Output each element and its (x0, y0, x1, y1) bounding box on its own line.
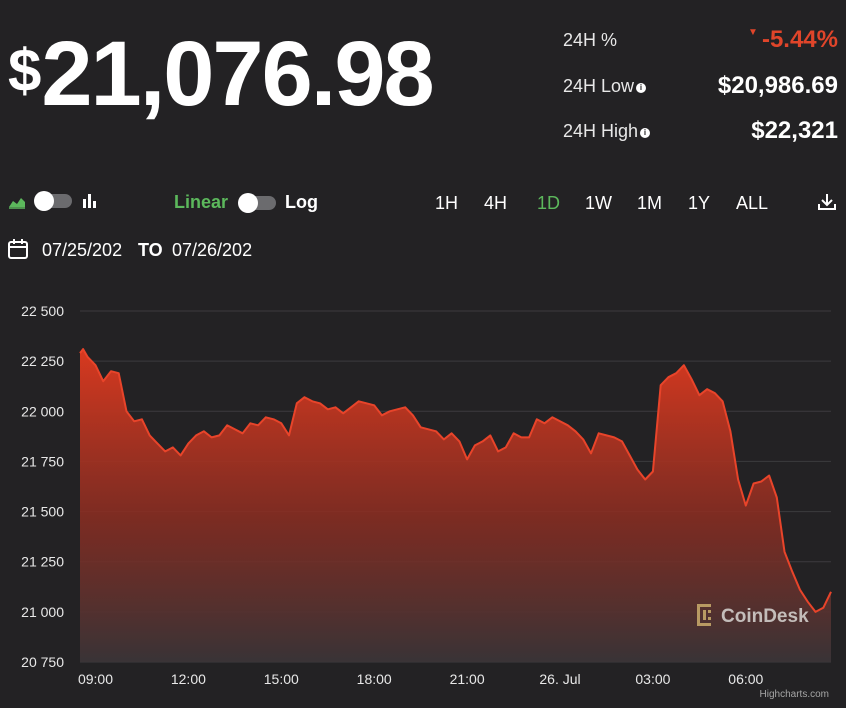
x-axis: 09:00 12:00 15:00 18:00 21:00 26. Jul 03:00 06:… (78, 671, 764, 687)
x-tick-label: 09:00 (78, 671, 113, 687)
stat-24h-high-value: $22,321 (751, 117, 838, 144)
x-tick-label: 03:00 (635, 671, 670, 687)
stat-24h-change-label: 24H % (563, 30, 618, 50)
date-from-input[interactable]: 07/25/202 (42, 240, 123, 260)
y-tick-label: 21 750 (21, 453, 64, 469)
x-tick-label: 18:00 (357, 671, 392, 687)
info-icon[interactable]: i (640, 128, 651, 138)
range-all-button[interactable]: ALL (736, 193, 769, 213)
stats-panel: 24H % ▼ -5.44% 24H Low i $20,986.69 24H Hi… (560, 20, 846, 160)
watermark-text: CoinDesk (721, 606, 809, 627)
stat-24h-change-value: ▼ -5.44% (748, 26, 838, 53)
date-to-input[interactable]: 07/26/202 (172, 240, 253, 260)
price-chart: 20 750 21 000 21 250 21 500 21 750 22 000 22 2… (21, 303, 832, 700)
chart-type-switch[interactable] (34, 191, 72, 211)
coindesk-watermark: CoinDesk (697, 604, 809, 627)
highcharts-credit[interactable]: Highcharts.com (760, 689, 829, 700)
y-tick-label: 22 250 (21, 353, 64, 369)
calendar-icon[interactable] (7, 238, 29, 260)
x-tick-label: 12:00 (171, 671, 206, 687)
stat-24h-high-label: 24H High i (563, 121, 651, 142)
y-tick-label: 22 000 (21, 403, 64, 419)
price-line[interactable] (79, 348, 832, 613)
y-tick-label: 20 750 (21, 654, 64, 670)
coindesk-logo-icon (697, 604, 711, 626)
scale-switch-knob (238, 193, 258, 213)
x-tick-label: 15:00 (264, 671, 299, 687)
y-axis: 20 750 21 000 21 250 21 500 21 750 22 000 22 2… (21, 303, 64, 670)
chart-type-switch-knob (34, 191, 54, 211)
current-price: $21,076.98 (8, 28, 435, 120)
y-tick-label: 21 500 (21, 504, 64, 520)
range-1h-button[interactable]: 1H (435, 193, 459, 213)
price-area-layer (79, 348, 832, 662)
bar-chart-icon[interactable] (82, 191, 98, 209)
stat-24h-low-label: 24H Low i (563, 76, 647, 97)
down-arrow-icon: ▼ (748, 27, 758, 38)
y-tick-label: 21 000 (21, 604, 64, 620)
x-tick-label: 26. Jul (539, 671, 580, 687)
x-tick-label: 21:00 (450, 671, 485, 687)
scale-linear-label[interactable]: Linear (174, 192, 229, 212)
range-4h-button[interactable]: 4H (484, 193, 508, 213)
range-1m-button[interactable]: 1M (637, 193, 663, 213)
range-1y-button[interactable]: 1Y (688, 193, 711, 213)
chart-type-toggle-group (8, 190, 98, 212)
stat-24h-low-value: $20,986.69 (717, 72, 838, 99)
download-icon[interactable] (817, 192, 837, 212)
area-chart-icon[interactable] (8, 193, 26, 209)
info-icon[interactable]: i (636, 83, 647, 93)
scale-log-label[interactable]: Log (285, 192, 318, 212)
price-value: 21,076.98 (41, 23, 434, 125)
x-tick-label: 06:00 (728, 671, 763, 687)
y-tick-label: 21 250 (21, 554, 64, 570)
price-currency: $ (8, 37, 41, 104)
date-to-label: TO (138, 240, 163, 260)
range-1w-button[interactable]: 1W (585, 193, 612, 213)
scale-switch[interactable] (238, 193, 276, 213)
range-1d-button[interactable]: 1D (537, 193, 561, 213)
price-area-fill (80, 349, 831, 662)
y-tick-label: 22 500 (21, 303, 64, 319)
